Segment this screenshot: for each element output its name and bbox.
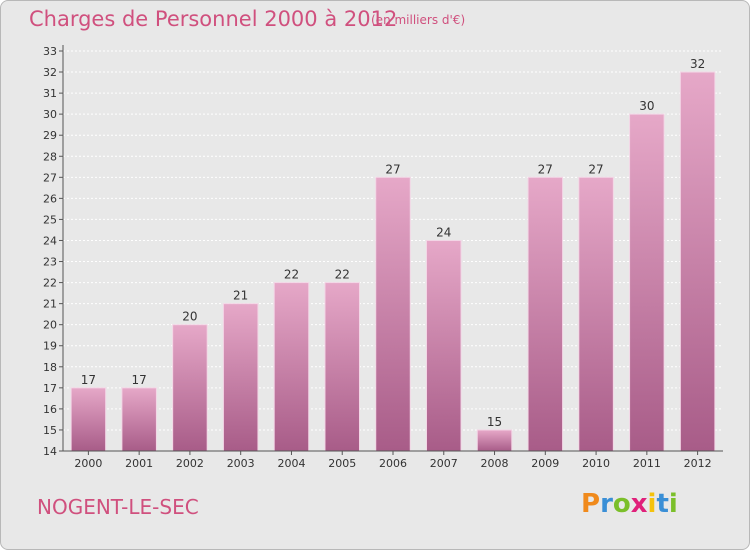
y-tick-label: 28	[43, 150, 57, 163]
data-label-2000: 17	[81, 373, 96, 387]
x-tick-label: 2008	[481, 457, 509, 470]
x-tick-label: 2012	[684, 457, 712, 470]
data-label-2011: 30	[639, 99, 654, 113]
x-tick-label: 2000	[74, 457, 102, 470]
x-tick-label: 2003	[227, 457, 255, 470]
data-label-2001: 17	[132, 373, 147, 387]
bar-2001	[121, 387, 157, 452]
x-tick-label: 2010	[582, 457, 610, 470]
x-tick-label: 2006	[379, 457, 407, 470]
x-tick-label: 2001	[125, 457, 153, 470]
bar-2000	[70, 387, 107, 452]
data-label-2002: 20	[182, 310, 197, 324]
bars	[70, 71, 716, 452]
y-tick-label: 22	[43, 277, 57, 290]
y-tick-label: 18	[43, 361, 57, 374]
y-tick-label: 33	[43, 45, 57, 58]
data-label-2009: 27	[538, 162, 553, 176]
data-labels: 17 17 20 21 22 22 27 24 15 27 27 30 32	[81, 57, 706, 429]
y-tick-label: 30	[43, 108, 57, 121]
bar-2005	[324, 282, 360, 452]
chart-title: Charges de Personnel 2000 à 2012	[29, 7, 398, 31]
y-tick-label: 19	[43, 340, 57, 353]
y-tick-label: 15	[43, 424, 57, 437]
proxiti-logo: Proxiti	[581, 489, 678, 519]
data-label-2010: 27	[588, 162, 603, 176]
y-tick-label: 29	[43, 129, 57, 142]
y-tick-label: 24	[43, 234, 57, 247]
y-tick-label: 17	[43, 382, 57, 395]
data-label-2003: 21	[233, 289, 248, 303]
x-tick-label: 2002	[176, 457, 204, 470]
y-tick-label: 16	[43, 403, 57, 416]
bar-2008	[476, 429, 513, 452]
bar-2009	[527, 176, 564, 452]
bar-2007	[426, 239, 462, 452]
y-tick-label: 21	[43, 298, 57, 311]
bar-2011	[629, 113, 665, 452]
x-tick-label: 2009	[531, 457, 559, 470]
data-label-2005: 22	[335, 268, 350, 282]
y-axis-ticks: 14 15 16 17 18 19 20 21 22 23 24 25 26 27 28 29 30 31 32 33	[43, 45, 63, 458]
y-tick-label: 26	[43, 192, 57, 205]
bar-2006	[375, 176, 411, 452]
bar-2012	[679, 71, 716, 452]
x-tick-label: 2005	[328, 457, 356, 470]
y-tick-label: 31	[43, 87, 57, 100]
x-tick-label: 2011	[633, 457, 661, 470]
y-tick-label: 27	[43, 171, 57, 184]
bar-2002	[172, 324, 208, 452]
x-axis-ticks: 2000 2001 2002 2003 2004 2005 2006 2007 2008 2009…	[74, 451, 712, 470]
bar-2003	[222, 303, 259, 452]
data-label-2004: 22	[284, 268, 299, 282]
x-tick-label: 2004	[277, 457, 305, 470]
chart-subtitle: (en milliers d'€)	[371, 13, 466, 27]
commune-name: NOGENT-LE-SEC	[37, 495, 199, 519]
y-tick-label: 14	[43, 445, 57, 458]
y-tick-label: 20	[43, 319, 57, 332]
bar-2010	[578, 176, 614, 452]
y-tick-label: 25	[43, 213, 57, 226]
data-label-2012: 32	[690, 57, 705, 71]
bar-2004	[273, 282, 310, 452]
y-tick-label: 23	[43, 256, 57, 269]
data-label-2008: 15	[487, 415, 502, 429]
data-label-2007: 24	[436, 225, 451, 239]
y-tick-label: 32	[43, 66, 57, 79]
x-tick-label: 2007	[430, 457, 458, 470]
axes	[62, 45, 723, 452]
data-label-2006: 27	[385, 162, 400, 176]
